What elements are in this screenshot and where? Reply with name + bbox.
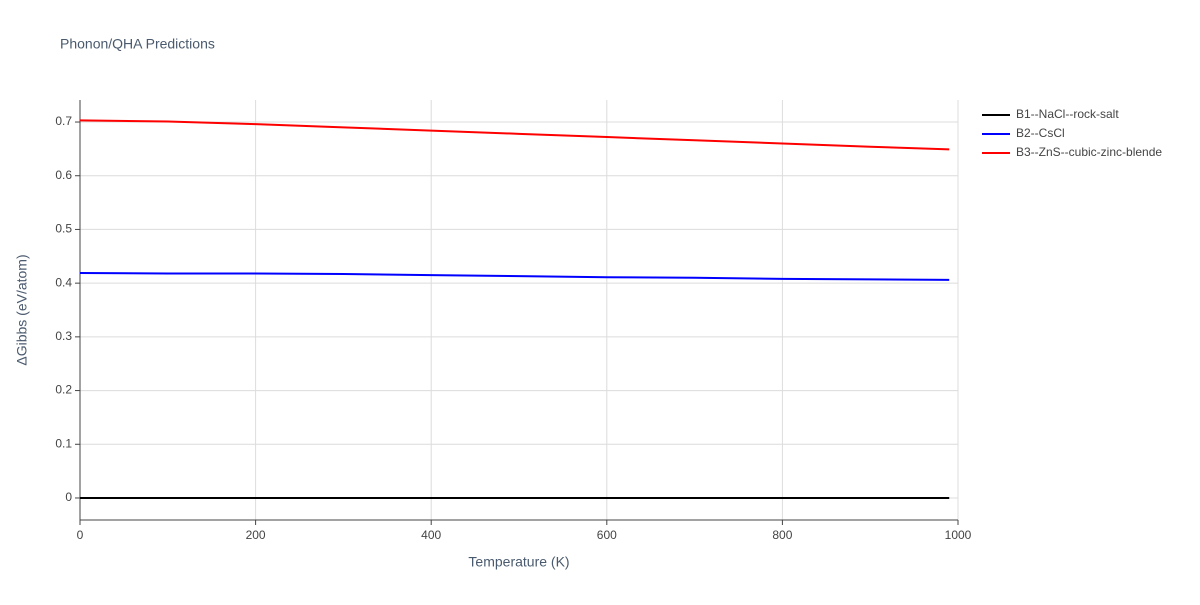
series-line [79, 119, 950, 151]
y-tick-label: 0.7 [55, 114, 72, 128]
legend-label: B2--CsCl [1016, 126, 1065, 140]
x-axis-title: Temperature (K) [468, 554, 569, 570]
y-axis-title: ΔGibbs (eV/atom) [14, 254, 30, 365]
y-tick-label: 0.3 [55, 329, 72, 343]
y-tick-label: 0.6 [55, 168, 72, 182]
y-tick-label: 0.5 [55, 222, 72, 236]
x-tick-label: 400 [421, 528, 441, 542]
x-tick-label: 200 [246, 528, 266, 542]
y-tick-label: 0 [65, 490, 72, 504]
legend-label: B3--ZnS--cubic-zinc-blende [1016, 145, 1162, 159]
legend-label: B1--NaCl--rock-salt [1016, 107, 1119, 121]
y-tick-label: 0.4 [55, 275, 72, 289]
y-tick-label: 0.2 [55, 383, 72, 397]
x-tick-label: 800 [772, 528, 792, 542]
series-line [79, 271, 950, 281]
y-tick-label: 0.1 [55, 436, 72, 450]
x-tick-label: 600 [597, 528, 617, 542]
x-tick-label: 1000 [945, 528, 972, 542]
x-tick-label: 0 [77, 528, 84, 542]
chart-title: Phonon/QHA Predictions [60, 36, 215, 52]
